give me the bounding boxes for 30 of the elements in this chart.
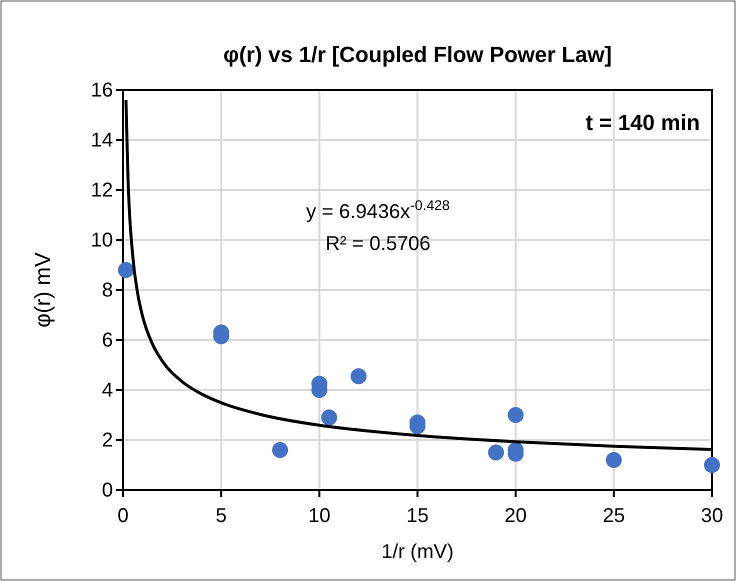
x-tick-label: 5 (216, 505, 227, 527)
point (488, 444, 504, 460)
y-tick-label: 12 (90, 179, 113, 202)
x-tick-label: 0 (117, 505, 129, 527)
point (272, 442, 288, 458)
annotation: R² = 0.5706 (325, 233, 431, 255)
y-axis-title: φ(r) mV (30, 252, 55, 328)
y-tick-label: 0 (102, 479, 113, 502)
point (704, 457, 720, 473)
point (606, 452, 622, 468)
x-tick-label: 10 (308, 505, 330, 527)
x-tick-label: 15 (406, 505, 429, 527)
y-tick-label: 14 (90, 129, 113, 152)
y-tick-label: 8 (102, 279, 113, 302)
y-tick-label: 10 (90, 229, 113, 252)
point (350, 368, 367, 384)
point (508, 407, 524, 423)
x-tick-label: 25 (602, 505, 625, 527)
y-tick-label: 4 (102, 379, 113, 402)
y-tick-label: 16 (90, 79, 113, 102)
annotation: t = 140 min (586, 110, 700, 135)
x-axis-title: 1/r (mV) (381, 541, 454, 563)
y-tick-label: 2 (102, 429, 113, 452)
point (118, 262, 134, 278)
y-tick-label: 6 (102, 329, 113, 352)
annotation: y = 6.9436x$^{-0.428}$ (306, 197, 450, 223)
point (321, 410, 338, 426)
chart-title: φ(r) vs 1/r [Coupled Flow Power Law] (223, 42, 612, 67)
x-tick-label: 30 (700, 505, 724, 527)
x-tick-label: 20 (504, 505, 527, 527)
